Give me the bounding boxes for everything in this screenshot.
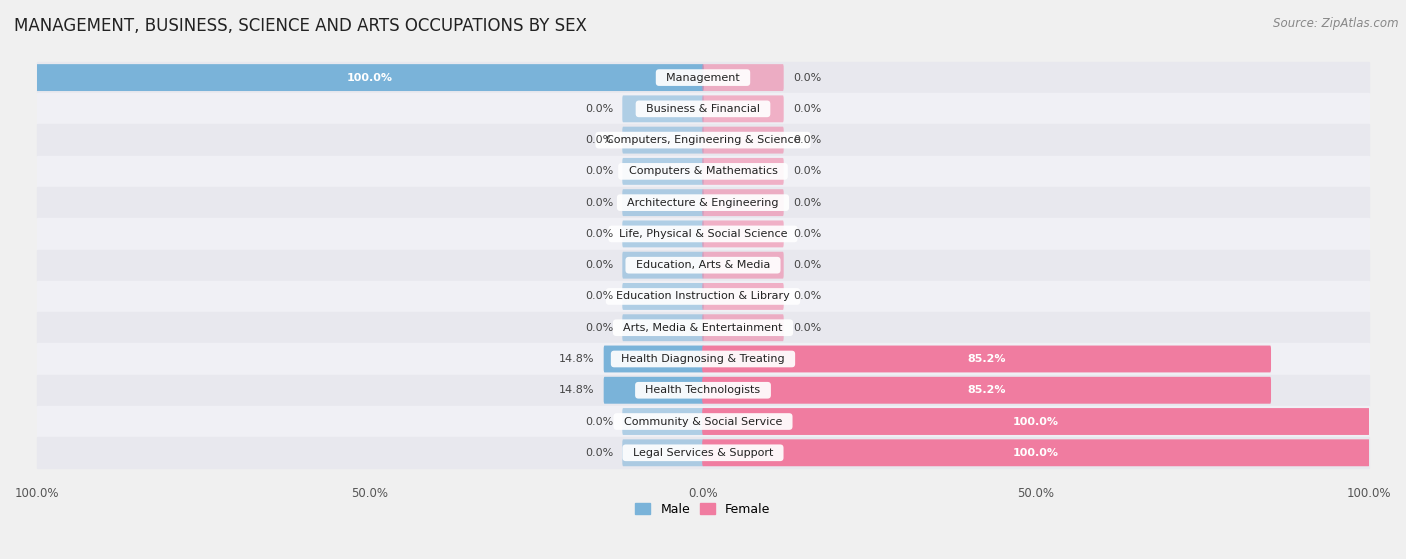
Text: 0.0%: 0.0% — [585, 416, 613, 427]
Text: MANAGEMENT, BUSINESS, SCIENCE AND ARTS OCCUPATIONS BY SEX: MANAGEMENT, BUSINESS, SCIENCE AND ARTS O… — [14, 17, 586, 35]
FancyBboxPatch shape — [623, 408, 704, 435]
Text: 0.0%: 0.0% — [793, 229, 821, 239]
Text: 0.0%: 0.0% — [585, 104, 613, 114]
Text: Education, Arts & Media: Education, Arts & Media — [628, 260, 778, 270]
FancyBboxPatch shape — [623, 314, 704, 341]
Text: 0.0%: 0.0% — [793, 260, 821, 270]
Text: 0.0%: 0.0% — [585, 448, 613, 458]
Text: Life, Physical & Social Science: Life, Physical & Social Science — [612, 229, 794, 239]
Bar — [37, 406, 1369, 437]
FancyBboxPatch shape — [603, 377, 704, 404]
Text: 0.0%: 0.0% — [793, 104, 821, 114]
FancyBboxPatch shape — [603, 345, 704, 372]
FancyBboxPatch shape — [623, 439, 704, 466]
FancyBboxPatch shape — [702, 377, 1271, 404]
Bar — [37, 249, 1369, 281]
FancyBboxPatch shape — [623, 252, 704, 278]
FancyBboxPatch shape — [623, 96, 704, 122]
Text: 0.0%: 0.0% — [585, 198, 613, 207]
Text: 0.0%: 0.0% — [793, 291, 821, 301]
Bar — [37, 375, 1369, 406]
Legend: Male, Female: Male, Female — [630, 498, 776, 520]
Text: 14.8%: 14.8% — [560, 354, 595, 364]
Text: 0.0%: 0.0% — [793, 73, 821, 83]
FancyBboxPatch shape — [37, 64, 704, 91]
Bar — [37, 93, 1369, 125]
Text: 85.2%: 85.2% — [967, 385, 1005, 395]
Bar — [37, 281, 1369, 312]
FancyBboxPatch shape — [702, 220, 783, 248]
FancyBboxPatch shape — [702, 96, 783, 122]
Text: 100.0%: 100.0% — [1012, 416, 1059, 427]
Text: Education Instruction & Library: Education Instruction & Library — [609, 291, 797, 301]
FancyBboxPatch shape — [702, 439, 1369, 466]
FancyBboxPatch shape — [702, 345, 1271, 372]
FancyBboxPatch shape — [702, 158, 783, 185]
Text: 0.0%: 0.0% — [793, 167, 821, 177]
Bar — [37, 343, 1369, 375]
Text: 0.0%: 0.0% — [793, 135, 821, 145]
FancyBboxPatch shape — [702, 314, 783, 341]
Text: Source: ZipAtlas.com: Source: ZipAtlas.com — [1274, 17, 1399, 30]
FancyBboxPatch shape — [702, 283, 783, 310]
Text: Arts, Media & Entertainment: Arts, Media & Entertainment — [616, 323, 790, 333]
FancyBboxPatch shape — [702, 64, 783, 91]
Text: Health Technologists: Health Technologists — [638, 385, 768, 395]
FancyBboxPatch shape — [623, 127, 704, 154]
Text: Business & Financial: Business & Financial — [638, 104, 768, 114]
Text: Health Diagnosing & Treating: Health Diagnosing & Treating — [614, 354, 792, 364]
Bar — [37, 187, 1369, 218]
Text: 14.8%: 14.8% — [560, 385, 595, 395]
FancyBboxPatch shape — [702, 127, 783, 154]
Bar — [37, 218, 1369, 249]
Text: 0.0%: 0.0% — [585, 167, 613, 177]
Text: 0.0%: 0.0% — [585, 229, 613, 239]
Text: 0.0%: 0.0% — [585, 135, 613, 145]
Text: 100.0%: 100.0% — [1012, 448, 1059, 458]
Text: Architecture & Engineering: Architecture & Engineering — [620, 198, 786, 207]
Text: 0.0%: 0.0% — [585, 291, 613, 301]
Text: Management: Management — [659, 73, 747, 83]
Text: Computers, Engineering & Science: Computers, Engineering & Science — [599, 135, 807, 145]
Bar — [37, 62, 1369, 93]
Bar — [37, 437, 1369, 468]
Text: 0.0%: 0.0% — [793, 198, 821, 207]
Text: 85.2%: 85.2% — [967, 354, 1005, 364]
Text: 100.0%: 100.0% — [347, 73, 394, 83]
Bar — [37, 156, 1369, 187]
FancyBboxPatch shape — [623, 220, 704, 248]
Text: 0.0%: 0.0% — [585, 323, 613, 333]
FancyBboxPatch shape — [623, 283, 704, 310]
FancyBboxPatch shape — [702, 252, 783, 278]
FancyBboxPatch shape — [702, 189, 783, 216]
FancyBboxPatch shape — [702, 408, 1369, 435]
FancyBboxPatch shape — [623, 189, 704, 216]
Text: 0.0%: 0.0% — [585, 260, 613, 270]
Text: Community & Social Service: Community & Social Service — [617, 416, 789, 427]
Text: Legal Services & Support: Legal Services & Support — [626, 448, 780, 458]
FancyBboxPatch shape — [623, 158, 704, 185]
Text: Computers & Mathematics: Computers & Mathematics — [621, 167, 785, 177]
Bar — [37, 312, 1369, 343]
Text: 0.0%: 0.0% — [793, 323, 821, 333]
Bar — [37, 125, 1369, 156]
